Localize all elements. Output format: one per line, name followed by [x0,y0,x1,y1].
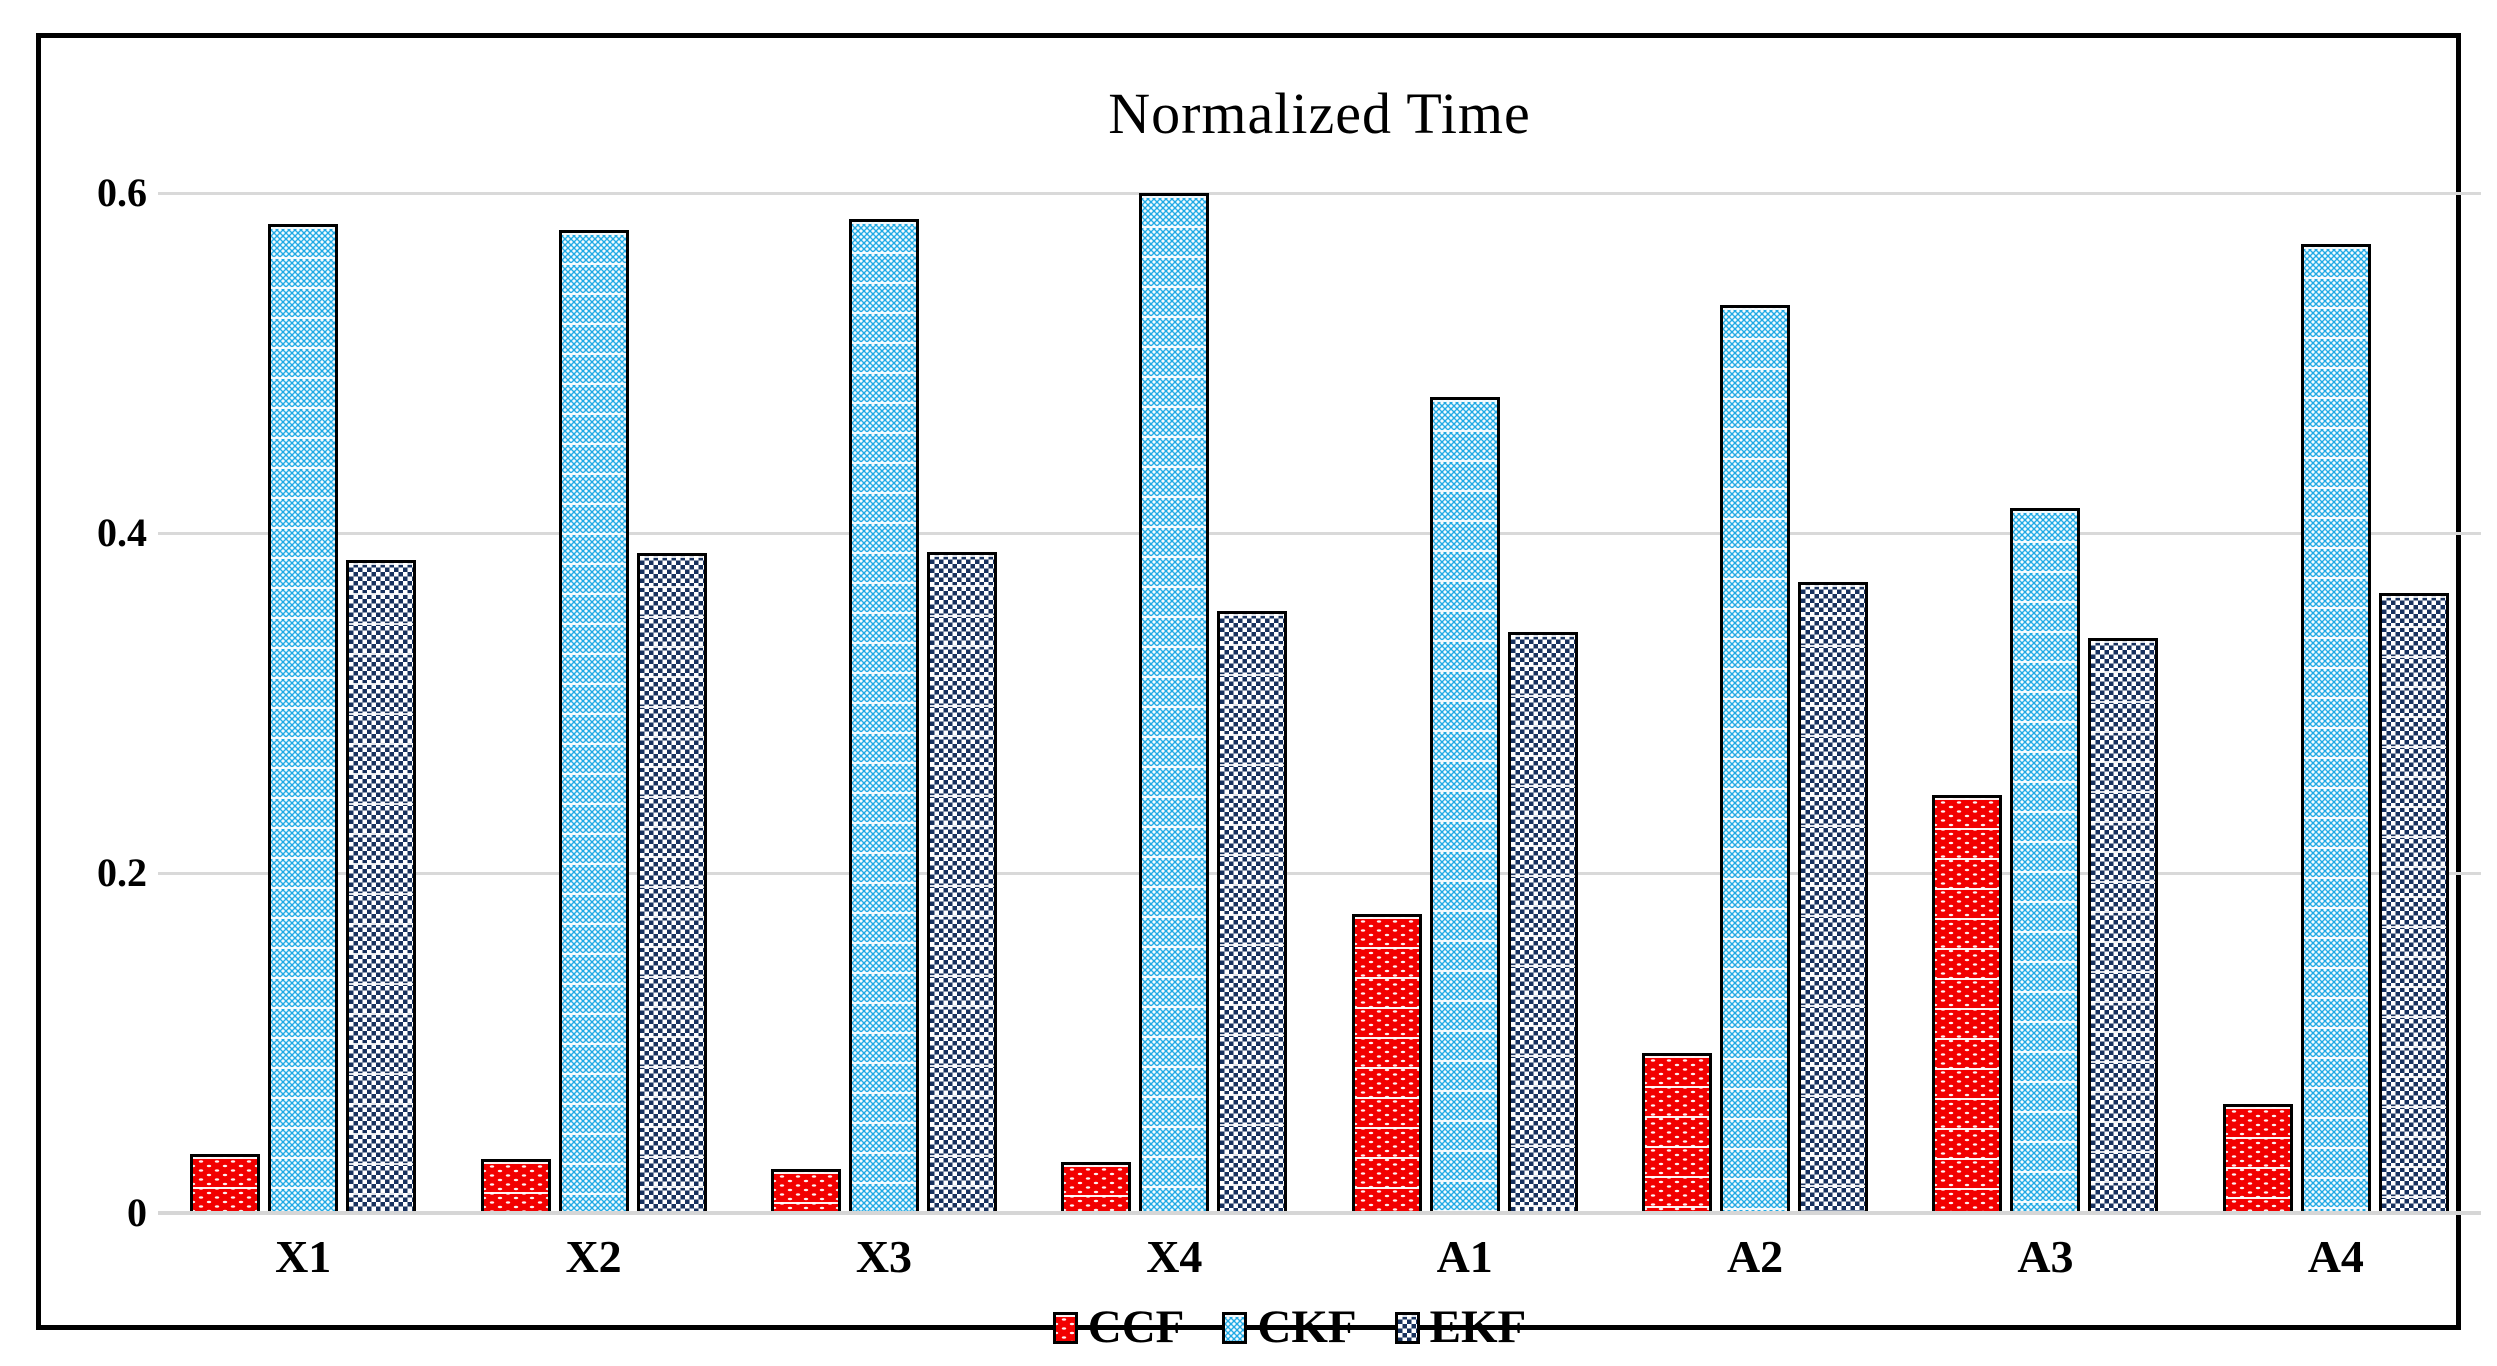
y-tick-label-0.4: 0.4 [97,510,147,555]
bar-ekf-x3 [926,551,997,1213]
legend-label-ckf: CKF [1257,1301,1357,1353]
bar-group-x2 [448,193,738,1213]
bar-groups [158,193,2481,1213]
legend-label-ekf: EKF [1429,1301,1527,1353]
bar-ccf-x3 [770,1168,841,1213]
legend-label-ccf: CCF [1087,1301,1185,1353]
bar-group-x3 [739,193,1029,1213]
y-axis-tick-labels: 0 0.2 0.4 0.6 [77,173,147,1233]
y-tick-label-0.6: 0.6 [97,170,147,215]
bar-ccf-x4 [1061,1162,1132,1213]
x-category-label-x2: X2 [565,1231,622,1282]
x-category-label-a2: A2 [1726,1231,1784,1282]
bar-ekf-x4 [1217,611,1288,1213]
legend-item-ekf: EKF [1394,1301,1527,1353]
bar-ekf-a1 [1507,631,1578,1213]
bar-ckf-x2 [558,230,629,1213]
bar-group-x4 [1029,193,1319,1213]
x-category-label-x3: X3 [855,1231,913,1282]
chart-frame: Normalized Time 0 0.2 0.4 0.6 X1 X2 X3 X4 A1 A2 A… [36,33,2481,1351]
bar-ccf-a3 [1932,794,2003,1213]
bar-ckf-x4 [1139,193,1210,1213]
bar-group-a1 [1320,193,1610,1213]
x-category-label-x1: X1 [275,1231,332,1282]
bar-ccf-x1 [190,1153,261,1213]
legend-swatch-ekf [1394,1311,1420,1344]
gridline-0.4 [158,532,2481,535]
x-axis-category-labels: X1 X2 X3 X4 A1 A2 A3 A4 [158,1230,2481,1283]
legend-swatch-ccf [1052,1311,1078,1344]
bar-ccf-a1 [1351,913,1422,1213]
bar-ckf-a4 [2300,244,2371,1213]
gridline-0.2 [158,872,2481,875]
y-tick-label-0.2: 0.2 [97,850,147,895]
bar-ckf-a1 [1429,397,1500,1213]
bar-ekf-x2 [636,553,707,1213]
bar-ekf-x1 [346,560,417,1213]
chart-title: Normalized Time [1108,81,1531,146]
bar-ekf-a4 [2378,592,2449,1213]
bar-ccf-a4 [2222,1104,2293,1213]
bar-group-x1 [158,193,448,1213]
bar-group-a3 [1900,193,2190,1213]
bar-ekf-a2 [1798,582,1869,1213]
legend-swatch-ckf [1222,1311,1248,1344]
gridline-0.6 [158,192,2481,195]
bar-ekf-a3 [2088,638,2159,1213]
bar-ckf-x1 [268,223,339,1213]
bar-ccf-x2 [480,1158,551,1213]
bar-ccf-a2 [1642,1053,1713,1213]
bar-group-a4 [2191,193,2481,1213]
x-category-label-a4: A4 [2307,1231,2364,1282]
x-axis-line [158,1211,2481,1215]
x-category-label-x4: X4 [1146,1231,1203,1282]
y-tick-label-0: 0 [127,1190,147,1235]
bar-ckf-a2 [1720,305,1791,1213]
x-category-label-a1: A1 [1436,1231,1493,1282]
legend-item-ckf: CKF [1222,1301,1357,1353]
legend: CCF CKF EKF [77,1304,2497,1351]
legend-item-ccf: CCF [1052,1301,1185,1353]
bar-group-a2 [1610,193,1900,1213]
bar-ckf-a3 [2010,507,2081,1213]
x-category-label-a3: A3 [2017,1231,2074,1282]
bar-ckf-x3 [848,218,919,1213]
plot-area [158,192,2481,1215]
